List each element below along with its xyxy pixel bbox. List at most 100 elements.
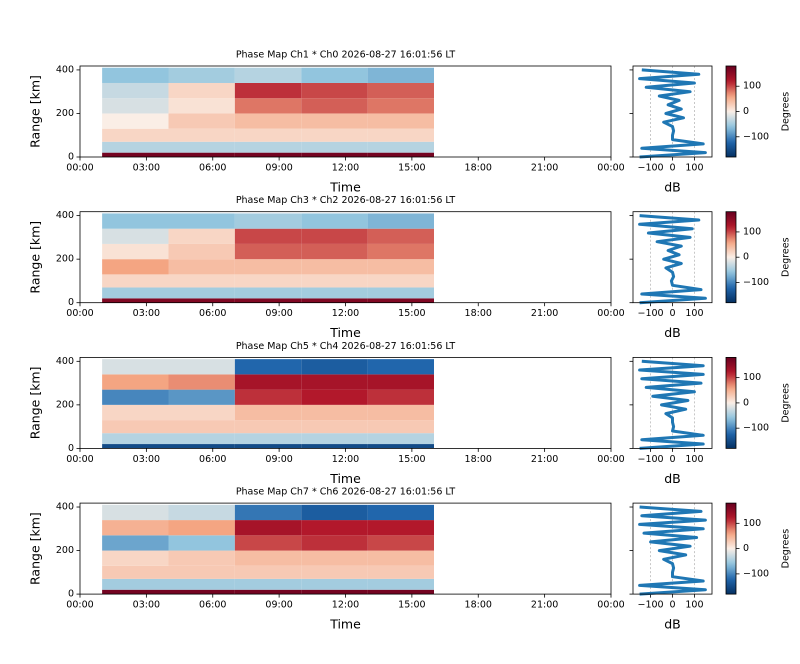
colorbar-tick-label: −100: [743, 131, 769, 142]
profile-x-tick-label: 0: [669, 600, 675, 611]
heatmap-cell: [168, 420, 235, 434]
heatmap-cell: [102, 420, 169, 434]
y-tick-label: 400: [56, 502, 74, 513]
profile-x-tick-label: 0: [669, 454, 675, 465]
heatmap-cell: [168, 550, 235, 566]
heatmap-cell: [102, 228, 169, 244]
profile-line: [638, 68, 707, 159]
heatmap-cell: [102, 565, 169, 579]
colorbar-tick-label: 100: [743, 226, 761, 237]
colorbar-tick-label: −100: [743, 277, 769, 288]
heatmap-cell: [234, 82, 302, 99]
heatmap-cell: [367, 259, 434, 275]
x-tick-label: 18:00: [465, 600, 492, 611]
heatmap-cell: [301, 389, 368, 405]
x-tick-label: 12:00: [332, 308, 359, 319]
y-tick-label: 0: [68, 152, 74, 163]
y-tick-label: 0: [68, 443, 74, 454]
profile-frame: [632, 356, 713, 449]
heatmap-cell: [168, 228, 235, 244]
profile-x-tick-label: 100: [685, 454, 703, 465]
heatmap-cell: [168, 359, 235, 375]
panel: Phase Map Ch5 * Ch4 2026-08-27 16:01:56 …: [28, 341, 792, 486]
panel: Phase Map Ch3 * Ch2 2026-08-27 16:01:56 …: [28, 195, 792, 340]
x-tick-label: 21:00: [531, 454, 558, 465]
heatmap-cell: [168, 128, 235, 142]
heatmap-cell: [301, 420, 368, 434]
x-tick-label: 09:00: [265, 163, 292, 174]
heatmap-cell: [367, 420, 434, 434]
heatmap-cell: [301, 213, 368, 229]
colorbar-label: Degrees: [781, 529, 792, 569]
x-tick-label: 15:00: [398, 454, 425, 465]
x-tick-label: 12:00: [332, 163, 359, 174]
colorbar-tick-label: 0: [743, 252, 749, 263]
heatmap-cell: [301, 243, 368, 260]
profile-x-axis-label: dB: [664, 617, 681, 632]
colorbar-tick-label: 100: [743, 518, 761, 529]
profile-x-axis-label: dB: [664, 325, 681, 340]
colorbar-label: Degrees: [781, 383, 792, 423]
x-axis-label: Time: [329, 180, 361, 195]
heatmap-cell: [301, 228, 368, 244]
x-tick-label: 03:00: [133, 308, 160, 319]
x-tick-label: 21:00: [531, 600, 558, 611]
heatmap-cell: [234, 274, 302, 288]
profile-x-tick-label: −100: [638, 308, 664, 319]
heatmap-cell: [367, 152, 434, 157]
heatmap-cell: [234, 420, 302, 434]
heatmap-cell: [102, 82, 169, 99]
heatmap-cell: [367, 565, 434, 579]
x-tick-label: 09:00: [265, 308, 292, 319]
x-tick-label: 18:00: [465, 454, 492, 465]
heatmap-cell: [301, 359, 368, 375]
heatmap-cell: [301, 98, 368, 114]
heatmap-cell: [168, 389, 235, 405]
x-tick-label: 09:00: [265, 454, 292, 465]
heatmap-cell: [301, 67, 368, 83]
heatmap-cell: [168, 374, 235, 390]
heatmap-cell: [301, 550, 368, 566]
y-tick-label: 0: [68, 297, 74, 308]
x-tick-label: 12:00: [332, 600, 359, 611]
x-tick-label: 06:00: [199, 163, 226, 174]
heatmap-cell: [168, 67, 235, 83]
heatmap-cell: [367, 504, 434, 521]
heatmap-cell: [102, 520, 169, 536]
heatmap-cell: [367, 213, 434, 229]
x-tick-label: 09:00: [265, 600, 292, 611]
heatmap-cell: [367, 359, 434, 375]
profile-x-tick-label: −100: [638, 454, 664, 465]
heatmap-cell: [102, 444, 169, 449]
y-tick-label: 400: [56, 210, 74, 221]
x-tick-label: 00:00: [66, 163, 93, 174]
y-tick-label: 400: [56, 356, 74, 367]
heatmap-cell: [168, 287, 235, 299]
heatmap-cell: [234, 374, 302, 390]
heatmap-cell: [301, 152, 368, 157]
heatmap-cell: [367, 444, 434, 449]
panel-title: Phase Map Ch7 * Ch6 2026-08-27 16:01:56 …: [236, 487, 456, 498]
heatmap-cell: [168, 141, 235, 153]
heatmap-cell: [367, 520, 434, 536]
colorbar-tick-label: 100: [743, 372, 761, 383]
heatmap-cell: [102, 359, 169, 375]
heatmap-cell: [168, 113, 235, 129]
heatmap-cell: [234, 243, 302, 260]
x-tick-label: 18:00: [465, 308, 492, 319]
heatmap-cell: [168, 444, 235, 449]
heatmap-cell: [168, 98, 235, 114]
profile-line: [638, 359, 705, 450]
heatmap-cell: [102, 389, 169, 405]
heatmap-cell: [234, 550, 302, 566]
heatmap-cell: [102, 128, 169, 142]
x-tick-label: 15:00: [398, 308, 425, 319]
heatmap-cell: [102, 404, 169, 421]
heatmap-cell: [234, 404, 302, 421]
heatmap-cell: [367, 374, 434, 390]
heatmap-cell: [168, 535, 235, 551]
heatmap-cell: [367, 274, 434, 288]
heatmap-cell: [301, 298, 368, 303]
heatmap-cell: [168, 433, 235, 445]
